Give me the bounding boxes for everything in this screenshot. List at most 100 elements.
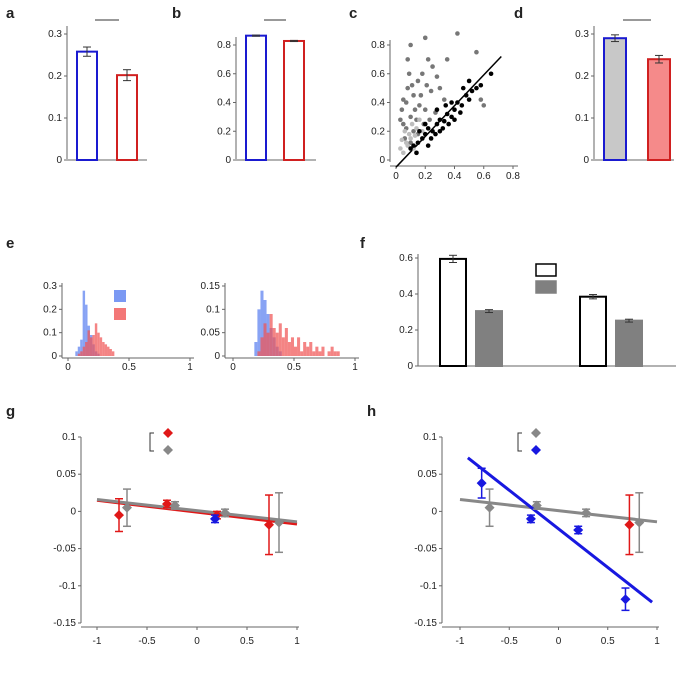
panel-label-g: g: [6, 403, 15, 420]
panel-e2-hist-bar-hfs: [287, 342, 291, 356]
panel-c-point-ff: [434, 107, 440, 112]
panel-c-x-tick-label: 0.8: [506, 171, 520, 182]
panel-b-y-tick-label: 0.2: [217, 126, 231, 137]
panel-c-y-tick-label: 0.2: [371, 126, 385, 137]
panel-h-x-tick-label: -0.5: [501, 636, 519, 647]
panel-c-point-high: [408, 114, 413, 120]
panel-c-point-ff: [422, 131, 428, 137]
panel-f-y-tick-label: 0.4: [399, 289, 413, 300]
panel-e1-hist-bar-hfs: [82, 346, 86, 356]
panel-e1-hist-bar-hfs: [109, 349, 112, 356]
panel-h-legend-marker: [531, 445, 541, 455]
panel-c-point-high: [441, 97, 447, 102]
panel-f-y-tick-label: 0: [407, 361, 413, 372]
panel-e2-hist-bar-hfs: [297, 337, 301, 356]
panel-f-bar: [439, 257, 467, 367]
panel-c-point-high: [437, 85, 443, 91]
panel-c-point-ff: [474, 85, 479, 91]
panel-g-point: [122, 502, 132, 513]
panel-c-point-ff: [441, 118, 447, 124]
panel-h-fit-line: [459, 498, 658, 524]
panel-h-point: [620, 594, 631, 605]
panel-h-fit-line: [466, 456, 654, 604]
panel-h-point: [573, 525, 584, 535]
panel-f-bar: [615, 319, 643, 368]
panel-b-y-tick-label: 0: [225, 155, 231, 166]
panel-h-point: [634, 517, 645, 528]
panel-c-point-ff: [446, 121, 451, 127]
panel-e1-legend-swatch: [114, 290, 126, 302]
panel-b-y-tick-label: 0.6: [217, 69, 231, 80]
panel-e2-hist-bar-hfs: [257, 351, 261, 356]
panel-h-point: [484, 502, 495, 513]
panel-a-bar: [76, 50, 98, 161]
panel-a-y-tick-label: 0.3: [48, 29, 62, 40]
panel-g-y-tick-label: -0.1: [59, 581, 77, 592]
panel-e1-y-tick-label: 0.2: [43, 304, 57, 315]
panel-c-point-high: [455, 31, 460, 36]
panel-h-y-tick-label: -0.15: [414, 618, 437, 629]
panel-c-point-ff: [437, 128, 443, 134]
panel-e1-hist-bar-hfs: [104, 344, 108, 356]
panel-e1-hist-bar-hfs: [107, 346, 110, 356]
panel-e1-hist-bar-control: [82, 290, 86, 356]
panel-e2-hist-bar-hfs: [306, 346, 310, 356]
panel-e1-hist-bar-hfs: [92, 335, 95, 356]
panel-g-x-tick-label: 0.5: [240, 636, 254, 647]
panel-c-point-ff: [425, 143, 431, 148]
panel-c-y-tick-label: 0: [379, 155, 385, 166]
panel-c-point-high: [425, 57, 431, 62]
panel-e1-y-tick-label: 0.3: [43, 281, 57, 292]
panel-e2-y-tick-label: 0.15: [201, 281, 221, 292]
panel-c-point-ff: [437, 117, 443, 123]
panel-c-point-high: [411, 128, 416, 134]
panel-c-x-tick-label: 0: [393, 171, 399, 182]
panel-h-x-tick-label: 1: [654, 636, 660, 647]
panel-c-point-ff: [415, 140, 421, 146]
panel-f-y-tick-label: 0.6: [399, 253, 413, 264]
panel-h-point: [624, 519, 635, 530]
panel-e2-hist-bar-hfs: [294, 346, 298, 356]
panel-e2-hist-bar-hfs: [269, 314, 273, 356]
panel-e2-hist-bar-hfs: [281, 337, 285, 356]
panel-g-x-tick-label: 1: [294, 636, 300, 647]
panel-h-point: [476, 478, 487, 489]
panel-c-point-ff: [420, 136, 425, 141]
panel-c-point-high: [406, 71, 412, 77]
panel-c-point-ff: [411, 143, 416, 148]
panel-e1-hist-bar-control: [77, 346, 81, 356]
panel-g-x-tick-label: 0: [194, 636, 200, 647]
panel-c-point-ff: [452, 107, 457, 112]
panel-c-point-high: [422, 107, 428, 112]
panel-c-point-low: [402, 128, 408, 134]
panel-c-point-ff: [466, 78, 472, 84]
panel-e1-hist-bar-hfs: [111, 351, 115, 356]
panel-g-point: [114, 510, 124, 521]
panel-c-point-high: [424, 82, 430, 88]
panel-g-legend-marker: [163, 445, 173, 455]
panel-g-legend-bracket: [149, 432, 154, 452]
panel-e2-hist-bar-hfs: [290, 337, 294, 356]
panel-c-point-high: [444, 57, 450, 62]
panel-e1-y-tick-label: 0.1: [43, 328, 57, 339]
panel-label-f: f: [360, 235, 366, 252]
panel-c-point-high: [430, 64, 435, 69]
panel-c-point-ff: [455, 100, 460, 105]
panel-c-point-ff: [478, 82, 484, 88]
panel-e2-hist-bar-hfs: [278, 323, 282, 356]
panel-g-fit-line: [96, 498, 298, 524]
panel-c-point-high: [427, 117, 432, 123]
panel-c-point-high: [403, 100, 409, 105]
panel-c-point-ff: [460, 85, 466, 91]
panel-c-point-ff: [440, 126, 446, 131]
panel-c-point-ff: [425, 126, 431, 131]
panel-c-x-tick-label: 0.4: [448, 171, 462, 182]
panel-e1-x-tick-label: 0.5: [122, 362, 136, 373]
panel-c-point-high: [412, 107, 418, 112]
panel-c-x-tick-label: 0.6: [477, 171, 491, 182]
panel-b-bar: [245, 34, 267, 161]
panel-f-legend-swatch: [535, 263, 557, 277]
panel-b-y-tick-label: 0.8: [217, 40, 231, 51]
panel-c-point-ff: [449, 114, 454, 120]
